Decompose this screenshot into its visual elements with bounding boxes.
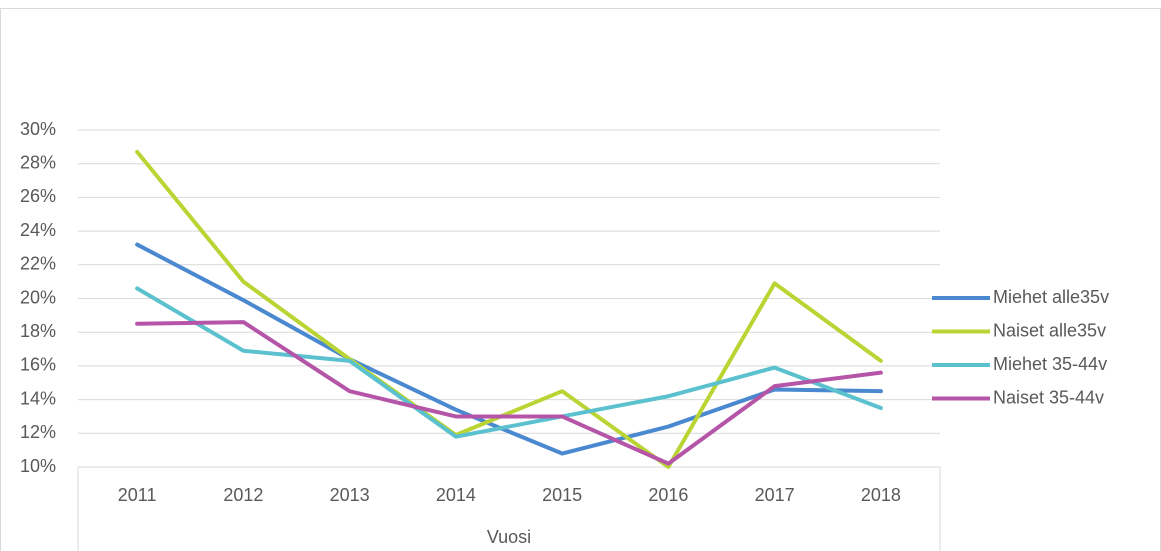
series-line bbox=[135, 149, 883, 469]
x-axis-label: Vuosi bbox=[487, 527, 531, 547]
x-tick-label: 2015 bbox=[542, 485, 582, 505]
series-line bbox=[135, 286, 883, 439]
legend-label: Naiset 35-44v bbox=[993, 387, 1104, 407]
x-tick-label: 2012 bbox=[223, 485, 263, 505]
series-line bbox=[135, 320, 883, 466]
x-tick-label: 2016 bbox=[648, 485, 688, 505]
chart-border bbox=[0, 8, 1161, 551]
y-tick-label: 18% bbox=[20, 321, 56, 341]
y-tick-label: 30% bbox=[20, 119, 56, 139]
x-tick-label: 2014 bbox=[436, 485, 476, 505]
y-tick-label: 12% bbox=[20, 422, 56, 442]
y-tick-label: 10% bbox=[20, 456, 56, 476]
y-tick-label: 20% bbox=[20, 287, 56, 307]
legend-label: Naiset alle35v bbox=[993, 320, 1106, 340]
x-tick-label: 2013 bbox=[330, 485, 370, 505]
series-line bbox=[135, 242, 883, 456]
y-tick-label: 24% bbox=[20, 220, 56, 240]
y-tick-label: 28% bbox=[20, 152, 56, 172]
y-tick-label: 26% bbox=[20, 186, 56, 206]
x-tick-label: 2017 bbox=[755, 485, 795, 505]
x-tick-label: 2011 bbox=[118, 485, 157, 505]
y-tick-label: 16% bbox=[20, 355, 56, 375]
legend-label: Miehet 35-44v bbox=[993, 354, 1107, 374]
legend-label: Miehet alle35v bbox=[993, 287, 1109, 307]
y-tick-label: 14% bbox=[20, 388, 56, 408]
y-tick-label: 22% bbox=[20, 254, 56, 274]
x-tick-label: 2018 bbox=[861, 485, 901, 505]
